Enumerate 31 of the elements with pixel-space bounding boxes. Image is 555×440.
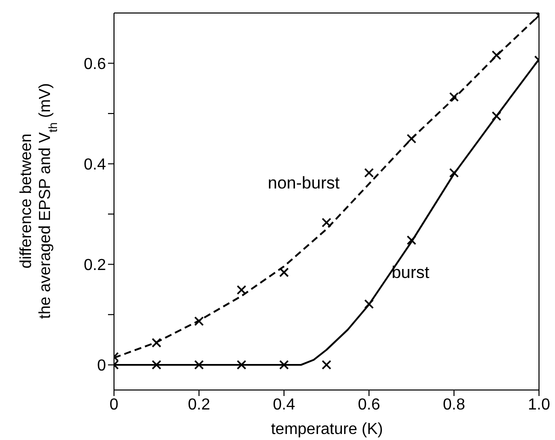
point bbox=[449, 168, 459, 178]
point bbox=[194, 360, 204, 370]
x-tick-label: 0.8 bbox=[442, 396, 466, 414]
point bbox=[492, 111, 502, 121]
x-tick-label: 0.2 bbox=[188, 396, 210, 414]
x-tick-label: 0 bbox=[110, 396, 119, 414]
point bbox=[406, 235, 416, 246]
series-label: burst bbox=[392, 262, 430, 282]
point bbox=[364, 299, 374, 309]
y-tick-label: 0.4 bbox=[84, 156, 106, 174]
y-tick-label: 0.2 bbox=[84, 257, 106, 274]
point bbox=[492, 50, 502, 60]
point bbox=[449, 92, 459, 102]
point bbox=[194, 316, 204, 326]
point bbox=[152, 338, 162, 348]
point bbox=[236, 285, 246, 295]
point bbox=[279, 360, 289, 370]
point bbox=[279, 268, 289, 278]
point bbox=[236, 360, 246, 370]
point bbox=[364, 168, 374, 178]
series-label: non-burst bbox=[268, 173, 340, 192]
point bbox=[322, 218, 332, 228]
x-tick-label: 0.6 bbox=[358, 396, 380, 414]
point bbox=[322, 360, 332, 370]
point bbox=[406, 134, 416, 144]
y-tick-label: 0 bbox=[97, 358, 106, 375]
y-tick-label: 0.6 bbox=[84, 56, 106, 73]
x-tick-label: 1.0 bbox=[528, 396, 550, 414]
point bbox=[152, 360, 162, 370]
x-axis-title: temperature (K) bbox=[270, 421, 384, 438]
x-tick-label: 0.4 bbox=[272, 396, 296, 414]
